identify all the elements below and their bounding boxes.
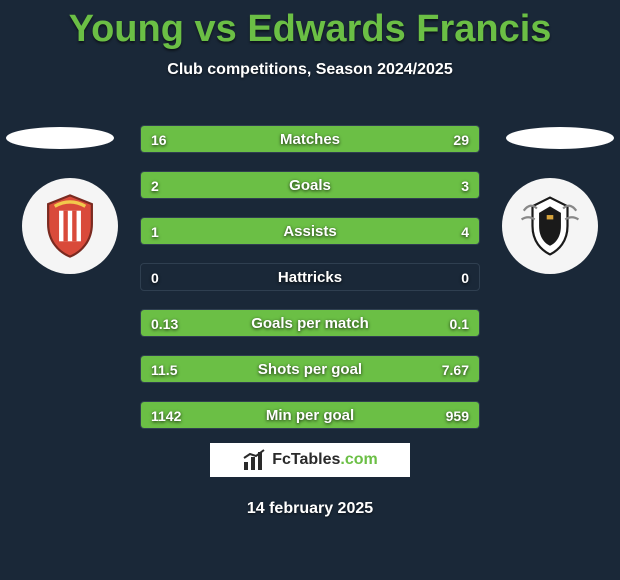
- crest-right-icon: [515, 191, 585, 261]
- stat-row: 23Goals: [140, 171, 480, 199]
- stat-row: 14Assists: [140, 217, 480, 245]
- stat-label: Assists: [141, 218, 479, 244]
- crest-left-icon: [35, 191, 105, 261]
- stat-label: Matches: [141, 126, 479, 152]
- stat-label: Goals: [141, 172, 479, 198]
- brand-prefix: Fc: [272, 451, 291, 468]
- stat-label: Hattricks: [141, 264, 479, 290]
- page-subtitle: Club competitions, Season 2024/2025: [0, 61, 620, 79]
- brand-box: FcTables.com: [210, 443, 410, 477]
- team-crest-left: [22, 178, 118, 274]
- comparison-bars: 1629Matches 23Goals 14Assists 00Hattricks 0.…: [140, 125, 480, 447]
- brand-chart-icon: [242, 448, 266, 472]
- page-title: Young vs Edwards Francis: [0, 0, 620, 51]
- player-left-ellipse: [6, 127, 114, 149]
- player-right-ellipse: [506, 127, 614, 149]
- brand-tld: .com: [340, 451, 377, 468]
- stat-label: Shots per goal: [141, 356, 479, 382]
- brand-suffix: Tables: [291, 451, 341, 468]
- stat-label: Goals per match: [141, 310, 479, 336]
- brand-text: FcTables.com: [272, 451, 378, 469]
- date-line: 14 february 2025: [0, 500, 620, 518]
- stat-label: Min per goal: [141, 402, 479, 428]
- stat-row: 11.57.67Shots per goal: [140, 355, 480, 383]
- stat-row: 1142959Min per goal: [140, 401, 480, 429]
- stat-row: 0.130.1Goals per match: [140, 309, 480, 337]
- stat-row: 1629Matches: [140, 125, 480, 153]
- team-crest-right: [502, 178, 598, 274]
- stat-row: 00Hattricks: [140, 263, 480, 291]
